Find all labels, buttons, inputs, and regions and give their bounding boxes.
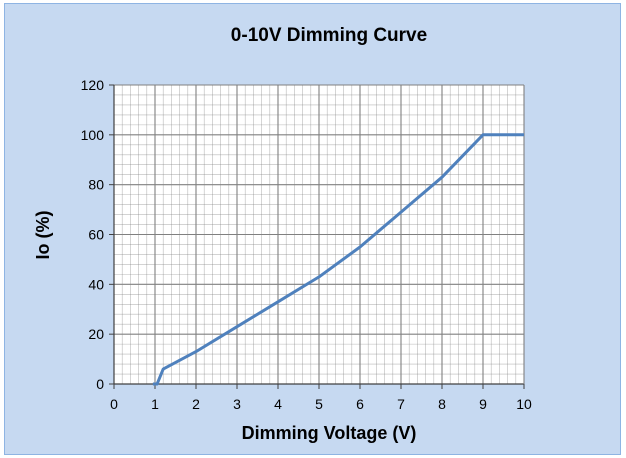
y-tick-label: 0 (96, 376, 104, 392)
data-point (151, 383, 154, 386)
data-point (195, 350, 198, 353)
data-point (162, 368, 165, 371)
data-point (359, 245, 362, 248)
chart-title: 0-10V Dimming Curve (231, 25, 427, 46)
x-tick-label: 5 (315, 396, 323, 412)
x-tick-label: 0 (110, 396, 118, 412)
data-point (523, 133, 526, 136)
y-tick-labels: 0 20 40 60 80 100 120 (81, 77, 114, 392)
data-point (400, 211, 403, 214)
x-tick-label: 9 (479, 396, 487, 412)
data-point (156, 383, 159, 386)
x-tick-label: 4 (274, 396, 282, 412)
y-tick-label: 40 (88, 276, 104, 292)
series-line (152, 133, 524, 386)
x-tick-label: 10 (516, 396, 532, 412)
data-point (318, 275, 321, 278)
y-axis-title: Io (%) (33, 211, 53, 260)
x-tick-label: 2 (192, 396, 200, 412)
major-gridlines (114, 84, 524, 384)
x-tick-labels: 0 1 2 3 4 5 6 7 8 9 10 (110, 384, 532, 412)
y-tick-label: 120 (81, 77, 105, 93)
x-axis-title: Dimming Voltage (V) (242, 423, 417, 443)
x-tick-label: 8 (438, 396, 446, 412)
data-point (236, 325, 239, 328)
y-tick-label: 80 (88, 177, 104, 193)
data-point (441, 176, 444, 179)
y-tick-label: 20 (88, 326, 104, 342)
data-point (482, 133, 485, 136)
y-tick-label: 100 (81, 127, 105, 143)
x-tick-label: 6 (356, 396, 364, 412)
x-tick-label: 3 (233, 396, 241, 412)
y-tick-label: 60 (88, 227, 104, 243)
x-tick-label: 7 (397, 396, 405, 412)
x-tick-label: 1 (151, 396, 159, 412)
data-point (277, 300, 280, 303)
